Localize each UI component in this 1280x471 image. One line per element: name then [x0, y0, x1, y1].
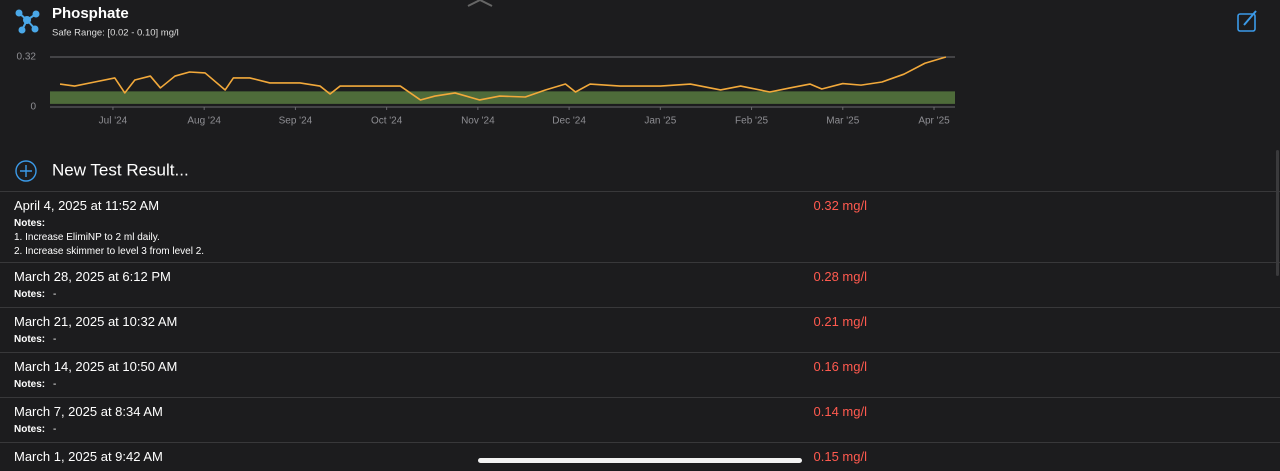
line	[59, 56, 947, 101]
x-tick-label: Dec '24	[552, 116, 586, 127]
x-tick-label: Nov '24	[461, 116, 495, 127]
entry-value[interactable]: 0.16 mg/l	[813, 359, 867, 374]
entry-date[interactable]: March 14, 2025 at 10:50 AM	[14, 359, 178, 374]
scroll-indicator	[1276, 150, 1279, 276]
separator	[0, 442, 1280, 443]
y-tick-label: 0.32	[17, 52, 37, 63]
x-tick-label: Jul '24	[99, 116, 128, 127]
separator	[0, 307, 1280, 308]
entry-date[interactable]: March 21, 2025 at 10:32 AM	[14, 314, 178, 329]
entry-value[interactable]: 0.28 mg/l	[813, 269, 867, 284]
entry-value[interactable]: 0.32 mg/l	[813, 198, 867, 213]
entry-value[interactable]: 0.14 mg/l	[813, 404, 867, 419]
header-chart: Phosphate Safe Range: [0.02 - 0.10] mg/l…	[15, 0, 1257, 182]
note: -	[53, 334, 57, 345]
subtitle: Safe Range: [0.02 - 0.10] mg/l	[52, 28, 179, 39]
x-tick-label: Sep '24	[279, 116, 313, 127]
app-icon	[15, 9, 40, 34]
x-tick-label: Feb '25	[735, 116, 768, 127]
entry-date[interactable]: April 4, 2025 at 11:52 AM	[14, 198, 160, 213]
edit-button[interactable]	[1237, 10, 1257, 32]
note: 1. Increase ElimiNP to 2 ml daily.	[14, 232, 160, 243]
entry-value[interactable]: 0.21 mg/l	[813, 314, 867, 329]
entry-date[interactable]: March 7, 2025 at 8:34 AM	[14, 404, 163, 419]
add-button[interactable]: New Test Result...	[15, 160, 189, 182]
new-result[interactable]: New Test Result...	[52, 160, 189, 179]
entry-date[interactable]: March 1, 2025 at 9:42 AM	[14, 449, 163, 464]
notes-label: Notes:	[14, 379, 46, 390]
notes-label: Notes:	[14, 334, 46, 345]
notes-label: Notes:	[14, 218, 46, 229]
note: -	[53, 379, 57, 390]
home-indicator	[478, 458, 802, 463]
x-tick-label: Oct '24	[371, 116, 403, 127]
safe-range	[50, 91, 955, 104]
x-tick-label: Aug '24	[187, 116, 221, 127]
separator	[0, 352, 1280, 353]
title: Phosphate	[52, 5, 129, 22]
x-tick-label: Jan '25	[644, 116, 676, 127]
note: -	[53, 424, 57, 435]
note: -	[53, 289, 57, 300]
separator	[0, 191, 1280, 192]
notes-label: Notes:	[14, 424, 46, 435]
note: 2. Increase skimmer to level 3 from leve…	[14, 246, 205, 257]
y-tick-label: 0	[30, 102, 36, 113]
entry-date[interactable]: March 28, 2025 at 6:12 PM	[14, 269, 171, 284]
separator	[0, 397, 1280, 398]
notes-label: Notes:	[14, 289, 46, 300]
entry-value[interactable]: 0.15 mg/l	[813, 449, 867, 464]
collapse-chevron[interactable]	[467, 0, 493, 7]
separator	[0, 262, 1280, 263]
x-tick-label: Mar '25	[826, 116, 859, 127]
x-tick-label: Apr '25	[918, 116, 950, 127]
